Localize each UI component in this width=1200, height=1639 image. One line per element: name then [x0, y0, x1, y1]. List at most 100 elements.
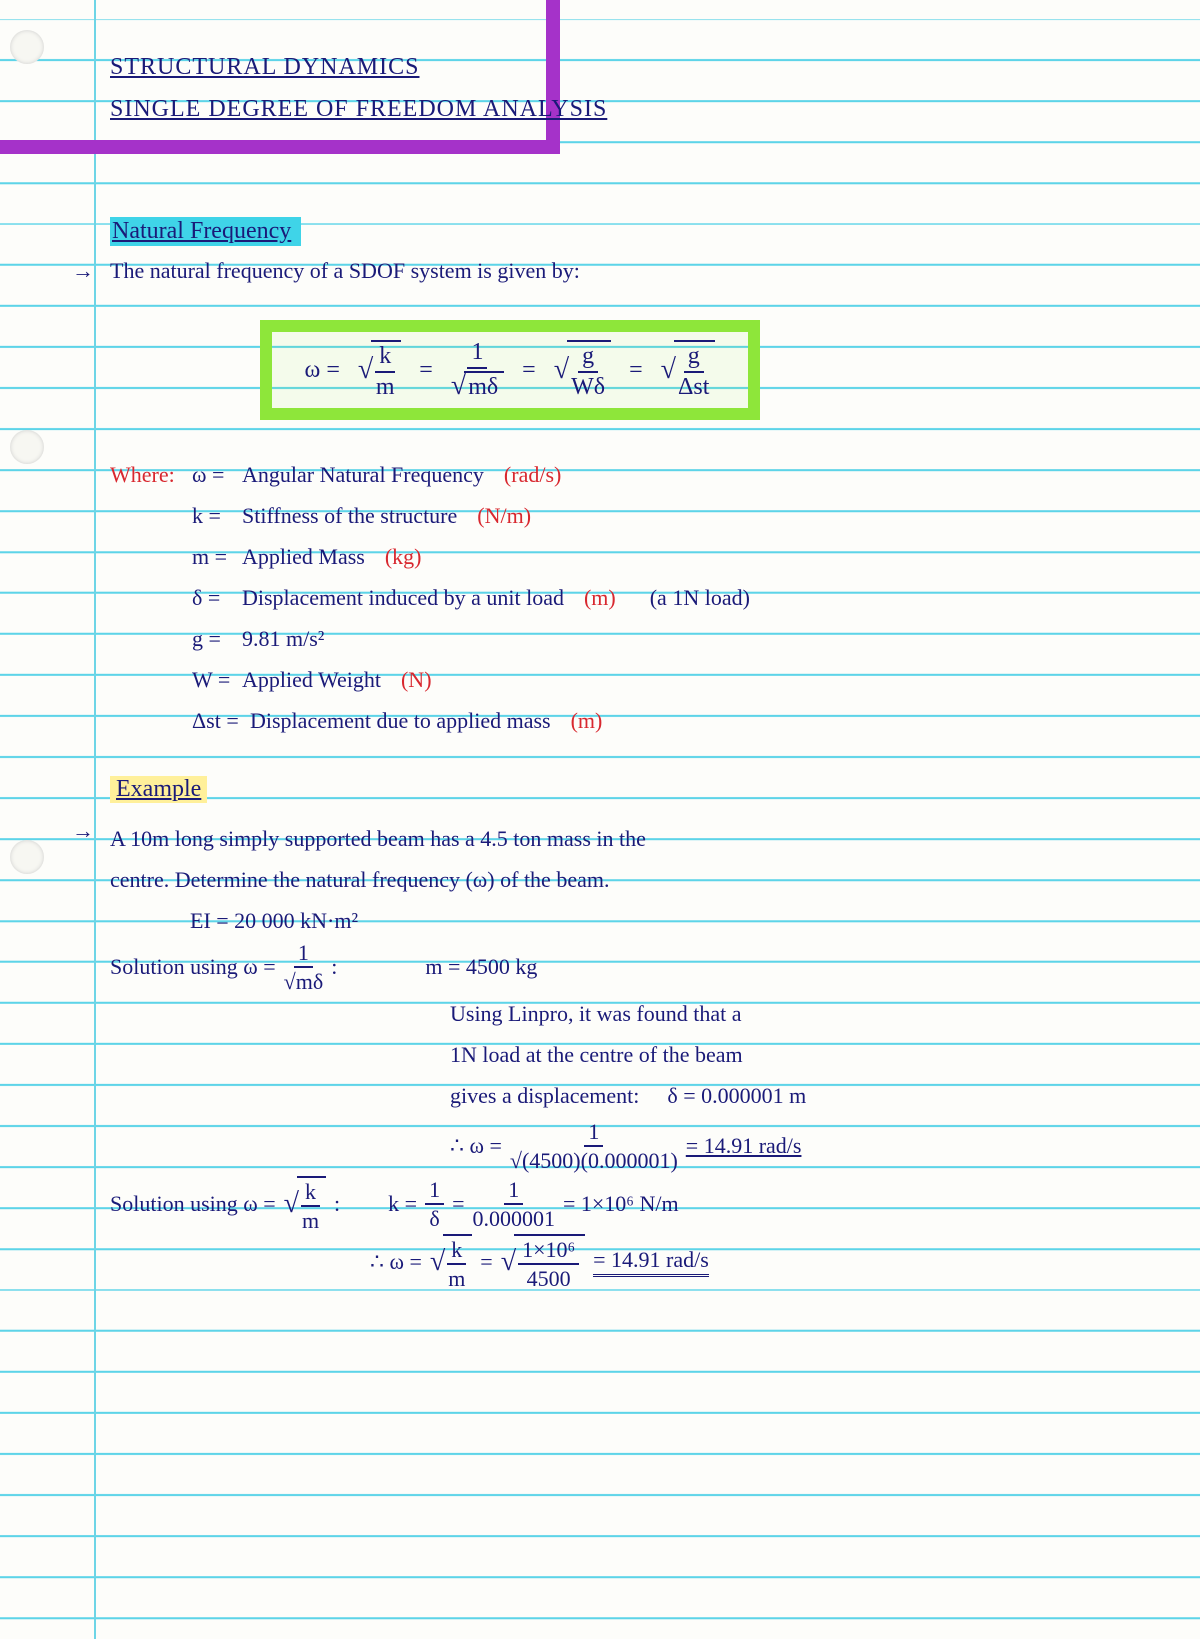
kf1n: 1	[425, 1178, 444, 1205]
linpro-l2: 1N load at the centre of the beam	[110, 1034, 1170, 1075]
def-note-3: (a 1N load)	[650, 585, 750, 611]
kf1d: δ	[429, 1205, 439, 1230]
sol2-calc-a: ∴ ω =	[370, 1249, 422, 1275]
k-line-a: k =	[388, 1191, 417, 1217]
def-sym-1: k =	[192, 503, 232, 529]
punch-hole	[10, 30, 44, 64]
example-prompt-l1: A 10m long simply supported beam has a 4…	[110, 818, 1170, 859]
s2c2n: 1×10⁶	[518, 1238, 579, 1265]
def-sym-3: δ =	[192, 585, 232, 611]
k-eq1: =	[452, 1191, 464, 1217]
sol2-calc-sqrt2: 1×10⁶4500	[501, 1234, 585, 1290]
sol2-calc-eq: =	[480, 1249, 492, 1275]
kf2n: 1	[504, 1178, 523, 1205]
def-unit-3: (m)	[584, 585, 616, 611]
formula-term2: 1mδ	[451, 340, 504, 401]
def-text-6: Displacement due to applied mass	[250, 708, 551, 734]
calc1-n: 1	[584, 1120, 603, 1147]
def-text-3: Displacement induced by a unit load	[242, 585, 564, 611]
linpro-l3: gives a displacement: δ = 0.000001 m	[110, 1075, 1170, 1116]
linpro-l1: Using Linpro, it was found that a	[110, 993, 1170, 1034]
m-line: m = 4500 kg	[425, 954, 537, 980]
calc1-d: √(4500)(0.000001)	[510, 1147, 678, 1172]
delta-val: δ = 0.000001 m	[667, 1083, 806, 1109]
formula-term1: km	[358, 340, 401, 400]
sol2-label-a: Solution using ω =	[110, 1191, 276, 1217]
sol1-frac-d: √mδ	[284, 968, 324, 993]
def-text-4: 9.81 m/s²	[242, 626, 324, 652]
formula-box: ω = km = 1mδ = gWδ = gΔst	[260, 320, 760, 420]
kf2d: 0.000001	[472, 1205, 555, 1230]
example-body: A 10m long simply supported beam has a 4…	[110, 818, 1170, 1292]
def-unit-2: (kg)	[385, 544, 422, 570]
t3-den: Wδ	[571, 373, 605, 400]
where-definitions: Where: ω = Angular Natural Frequency (ra…	[110, 454, 1160, 741]
t1-den: m	[376, 373, 395, 400]
purple-highlight-vertical	[546, 0, 560, 154]
formula-term4: gΔst	[661, 340, 716, 400]
def-unit-1: (N/m)	[477, 503, 531, 529]
where-label: Where:	[110, 462, 182, 488]
s2c1d: m	[448, 1265, 465, 1290]
sol1-label-a: Solution using ω =	[110, 954, 276, 980]
def-text-1: Stiffness of the structure	[242, 503, 457, 529]
omega-eq: ω =	[305, 357, 340, 384]
def-unit-5: (N)	[401, 667, 432, 693]
t4-den: Δst	[678, 373, 709, 400]
punch-hole	[10, 430, 44, 464]
sol2-label-b: :	[334, 1191, 340, 1217]
def-unit-0: (rad/s)	[504, 462, 561, 488]
sol2-calc-sqrt1: km	[430, 1234, 472, 1290]
example-prompt-l2: centre. Determine the natural frequency …	[110, 859, 1170, 900]
linpro-l3a: gives a displacement:	[450, 1083, 639, 1109]
t2-den: mδ	[464, 371, 504, 400]
margin-line	[94, 0, 96, 1639]
k-result: = 1×10⁶ N/m	[563, 1191, 679, 1217]
def-sym-4: g =	[192, 626, 232, 652]
example-ei: EI = 20 000 kN·m²	[110, 900, 1170, 941]
k-frac1: 1δ	[425, 1178, 444, 1230]
page-title-1: STRUCTURAL DYNAMICS	[110, 54, 419, 81]
sep2: =	[522, 357, 536, 384]
example-heading: Example	[110, 776, 207, 803]
solution1-line: Solution using ω = 1√mδ : m = 4500 kg	[110, 941, 1170, 993]
page-title-2: SINGLE DEGREE OF FREEDOM ANALYSIS	[110, 96, 607, 123]
therefore1: ∴ ω =	[450, 1133, 502, 1159]
sol2-calc-line: ∴ ω = km = 1×10⁶4500 = 14.91 rad/s	[110, 1232, 1170, 1292]
formula-term3: gWδ	[554, 340, 611, 400]
k-frac2: 10.000001	[472, 1178, 555, 1230]
def-sym-5: W =	[192, 667, 232, 693]
calc1-line: ∴ ω = 1 √(4500)(0.000001) = 14.91 rad/s	[110, 1116, 1170, 1176]
t1-num: k	[375, 344, 395, 373]
intro-text: The natural frequency of a SDOF system i…	[110, 258, 580, 284]
sol2-sqrt-n: k	[301, 1180, 320, 1207]
bullet-arrow: →	[72, 258, 94, 284]
s2c1n: k	[447, 1238, 466, 1265]
s2c2d: 4500	[527, 1265, 571, 1290]
calc1-result: = 14.91 rad/s	[686, 1133, 802, 1159]
sol1-frac: 1√mδ	[284, 941, 324, 993]
sep3: =	[629, 357, 643, 384]
def-sym-6: Δst =	[192, 708, 240, 734]
def-text-2: Applied Mass	[242, 544, 365, 570]
solution2-line: Solution using ω = km : k = 1δ = 10.0000…	[110, 1176, 1170, 1232]
def-sym-0: ω =	[192, 462, 232, 488]
t2-num: 1	[467, 340, 487, 369]
t3-num: g	[578, 344, 598, 373]
sol2-sqrt: km	[284, 1176, 326, 1232]
def-text-0: Angular Natural Frequency	[242, 462, 484, 488]
sol2-result: = 14.91 rad/s	[593, 1247, 709, 1277]
purple-highlight-horizontal	[0, 140, 560, 154]
bullet-arrow: →	[72, 818, 94, 844]
def-sym-2: m =	[192, 544, 232, 570]
sol1-frac-n: 1	[294, 941, 313, 968]
def-text-5: Applied Weight	[242, 667, 381, 693]
punch-hole	[10, 840, 44, 874]
sep1: =	[419, 357, 433, 384]
def-unit-6: (m)	[571, 708, 603, 734]
sol1-label-b: :	[331, 954, 337, 980]
calc1-frac: 1 √(4500)(0.000001)	[510, 1120, 678, 1172]
sol2-sqrt-d: m	[302, 1207, 319, 1232]
t4-num: g	[684, 344, 704, 373]
section-heading-natural-frequency: Natural Frequency	[110, 217, 301, 246]
